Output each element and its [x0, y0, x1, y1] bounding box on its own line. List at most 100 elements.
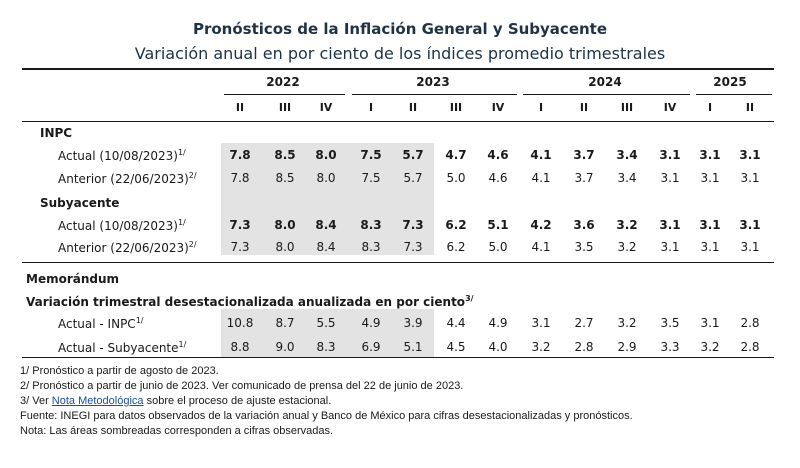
table-cell: 3.1	[740, 240, 760, 254]
table-cell: 3.1	[531, 316, 551, 330]
table-cell: 4.9	[488, 316, 508, 330]
table-cell: 7.3	[230, 240, 250, 254]
table-cell: 3.1	[659, 218, 681, 232]
table-cell: 8.7	[275, 316, 295, 330]
table-cell: 3.1	[699, 148, 721, 162]
table-cell: 8.4	[315, 218, 337, 232]
observed-shading	[221, 309, 434, 357]
table-cell: 8.8	[230, 340, 250, 354]
table-cell: 3.5	[574, 240, 594, 254]
table-cell: 2.7	[574, 316, 594, 330]
table-cell: 5.1	[487, 218, 509, 232]
quarter-header: I	[538, 101, 544, 114]
table-cell: 4.6	[487, 148, 509, 162]
table-cell: 8.3	[361, 240, 381, 254]
header-rule	[22, 121, 774, 122]
year-label-2024: 2024	[588, 75, 622, 89]
table-cell: 7.5	[360, 148, 382, 162]
memo-title: Memorándum	[26, 272, 120, 286]
table-cell: 3.6	[573, 218, 595, 232]
table-cell: 2.8	[740, 340, 760, 354]
year-label-2025: 2025	[713, 75, 747, 89]
quarter-header: IV	[663, 101, 677, 114]
table-cell: 2.8	[574, 340, 594, 354]
table-cell: 3.1	[699, 218, 721, 232]
table-cell: 3.2	[617, 240, 637, 254]
quarter-header: II	[235, 101, 245, 114]
table-cell: 3.5	[660, 316, 680, 330]
table-cell: 3.1	[659, 148, 681, 162]
footnote-1: 1/ Pronóstico a partir de agosto de 2023…	[20, 365, 219, 377]
table-cell: 8.5	[275, 171, 295, 185]
observed-shading	[221, 143, 434, 255]
table-cell: 8.0	[274, 218, 296, 232]
quarter-header: II	[745, 101, 755, 114]
row-subyacente-actual-label: Actual (10/08/2023)1/	[58, 218, 186, 233]
table-cell: 6.2	[445, 218, 467, 232]
table-cell: 2.8	[740, 316, 760, 330]
section-inpc: INPC	[40, 126, 73, 140]
memo-rule	[22, 262, 774, 263]
table-cell: 7.3	[229, 218, 251, 232]
year-label-2023: 2023	[416, 75, 450, 89]
table-cell: 3.1	[660, 171, 680, 185]
bottom-rule	[22, 357, 774, 358]
table-cell: 5.5	[316, 316, 336, 330]
table-cell: 9.0	[275, 340, 295, 354]
section-subyacente: Subyacente	[40, 196, 120, 210]
table-cell: 3.1	[700, 171, 720, 185]
year-underline	[352, 94, 517, 95]
table-cell: 7.5	[361, 171, 381, 185]
table-cell: 4.9	[361, 316, 381, 330]
quarter-header: I	[707, 101, 713, 114]
footnote-source: Fuente: INEGI para datos observados de l…	[20, 410, 633, 422]
table-cell: 4.1	[531, 240, 551, 254]
table-cell: 3.2	[617, 316, 637, 330]
year-label-2022: 2022	[266, 75, 300, 89]
table-cell: 3.1	[739, 218, 761, 232]
table-cell: 3.9	[403, 316, 423, 330]
quarter-header: III	[278, 101, 292, 114]
table-cell: 4.1	[531, 171, 551, 185]
table-cell: 7.3	[402, 218, 424, 232]
footnote-2: 2/ Pronóstico a partir de junio de 2023.…	[20, 380, 464, 392]
table-cell: 2.9	[617, 340, 637, 354]
footnote-shading: Nota: Las áreas sombreadas corresponden …	[20, 425, 334, 437]
table-cell: 4.0	[488, 340, 508, 354]
footnotes: 1/ Pronóstico a partir de agosto de 2023…	[20, 364, 633, 439]
table-cell: 4.7	[445, 148, 467, 162]
table-cell: 7.3	[403, 240, 423, 254]
table-title: Pronósticos de la Inflación General y Su…	[192, 20, 608, 38]
quarter-header: II	[408, 101, 418, 114]
table-cell: 5.0	[446, 171, 466, 185]
nota-metodologica-link[interactable]: Nota Metodológica	[51, 395, 144, 407]
table-cell: 4.6	[488, 171, 508, 185]
table-cell: 7.8	[230, 171, 250, 185]
table-cell: 6.2	[446, 240, 466, 254]
table-cell: 3.1	[739, 148, 761, 162]
table-cell: 8.3	[316, 340, 336, 354]
table-cell: 4.2	[530, 218, 552, 232]
memo-subtitle: Variación trimestral desestacionalizada …	[26, 294, 474, 309]
quarter-header: IV	[319, 101, 333, 114]
table-cell: 4.4	[446, 316, 466, 330]
table-cell: 10.8	[226, 316, 254, 330]
table-cell: 3.2	[616, 218, 638, 232]
quarter-header: II	[579, 101, 589, 114]
table-cell: 5.0	[488, 240, 508, 254]
quarter-header: III	[449, 101, 463, 114]
table-cell: 4.1	[530, 148, 552, 162]
year-underline	[696, 94, 772, 95]
table-subtitle: Variación anual en por ciento de los índ…	[134, 44, 666, 63]
quarter-header: IV	[491, 101, 505, 114]
table-cell: 5.7	[403, 171, 423, 185]
table-cell: 3.2	[531, 340, 551, 354]
table-cell: 3.4	[617, 171, 637, 185]
table-cell: 3.1	[660, 240, 680, 254]
table-cell: 5.7	[402, 148, 424, 162]
table-cell: 3.1	[740, 171, 760, 185]
table-cell: 4.5	[446, 340, 466, 354]
table-cell: 3.4	[616, 148, 638, 162]
row-inpc-actual-label: Actual (10/08/2023)1/	[58, 148, 186, 163]
table-cell: 3.1	[700, 316, 720, 330]
